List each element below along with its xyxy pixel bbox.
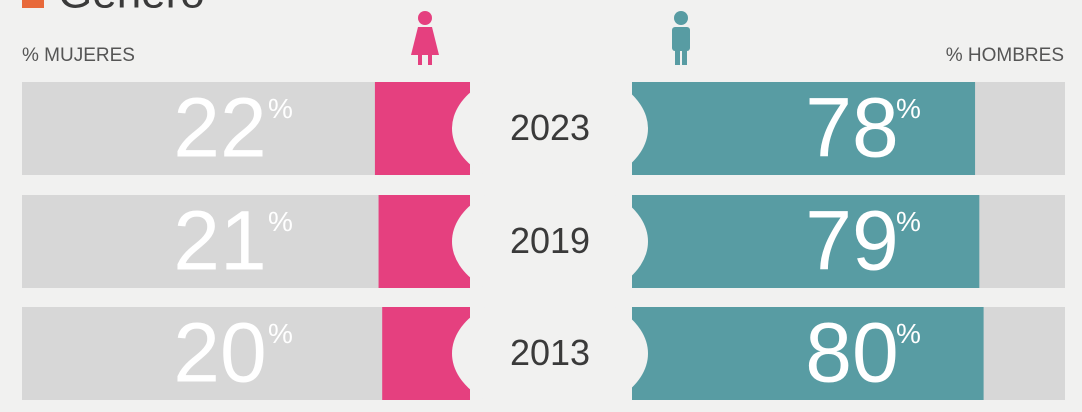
unit-label: % [896, 318, 921, 349]
year-label: 2023 [510, 107, 590, 148]
value-label: 80 [805, 306, 898, 400]
unit-label: % [268, 93, 293, 124]
center-notch [452, 66, 648, 191]
center-notch [452, 179, 648, 304]
year-label: 2013 [510, 332, 590, 373]
bar-right [632, 195, 980, 288]
chart-title: Género [58, 0, 205, 18]
title-marker [22, 0, 44, 8]
value-label: 22 [173, 81, 266, 175]
bar-right [632, 82, 976, 175]
value-label: 20 [173, 306, 266, 400]
year-label: 2019 [510, 220, 590, 261]
legend-left: % MUJERES [22, 45, 135, 66]
value-label: 21 [173, 194, 266, 288]
woman-icon [411, 11, 439, 65]
unit-label: % [896, 206, 921, 237]
unit-label: % [268, 206, 293, 237]
legend-right: % HOMBRES [946, 45, 1064, 66]
value-label: 78 [805, 81, 898, 175]
unit-label: % [896, 93, 921, 124]
bar-right [632, 307, 984, 400]
center-notch [452, 291, 648, 412]
unit-label: % [268, 318, 293, 349]
man-icon [672, 11, 690, 65]
value-label: 79 [805, 194, 898, 288]
